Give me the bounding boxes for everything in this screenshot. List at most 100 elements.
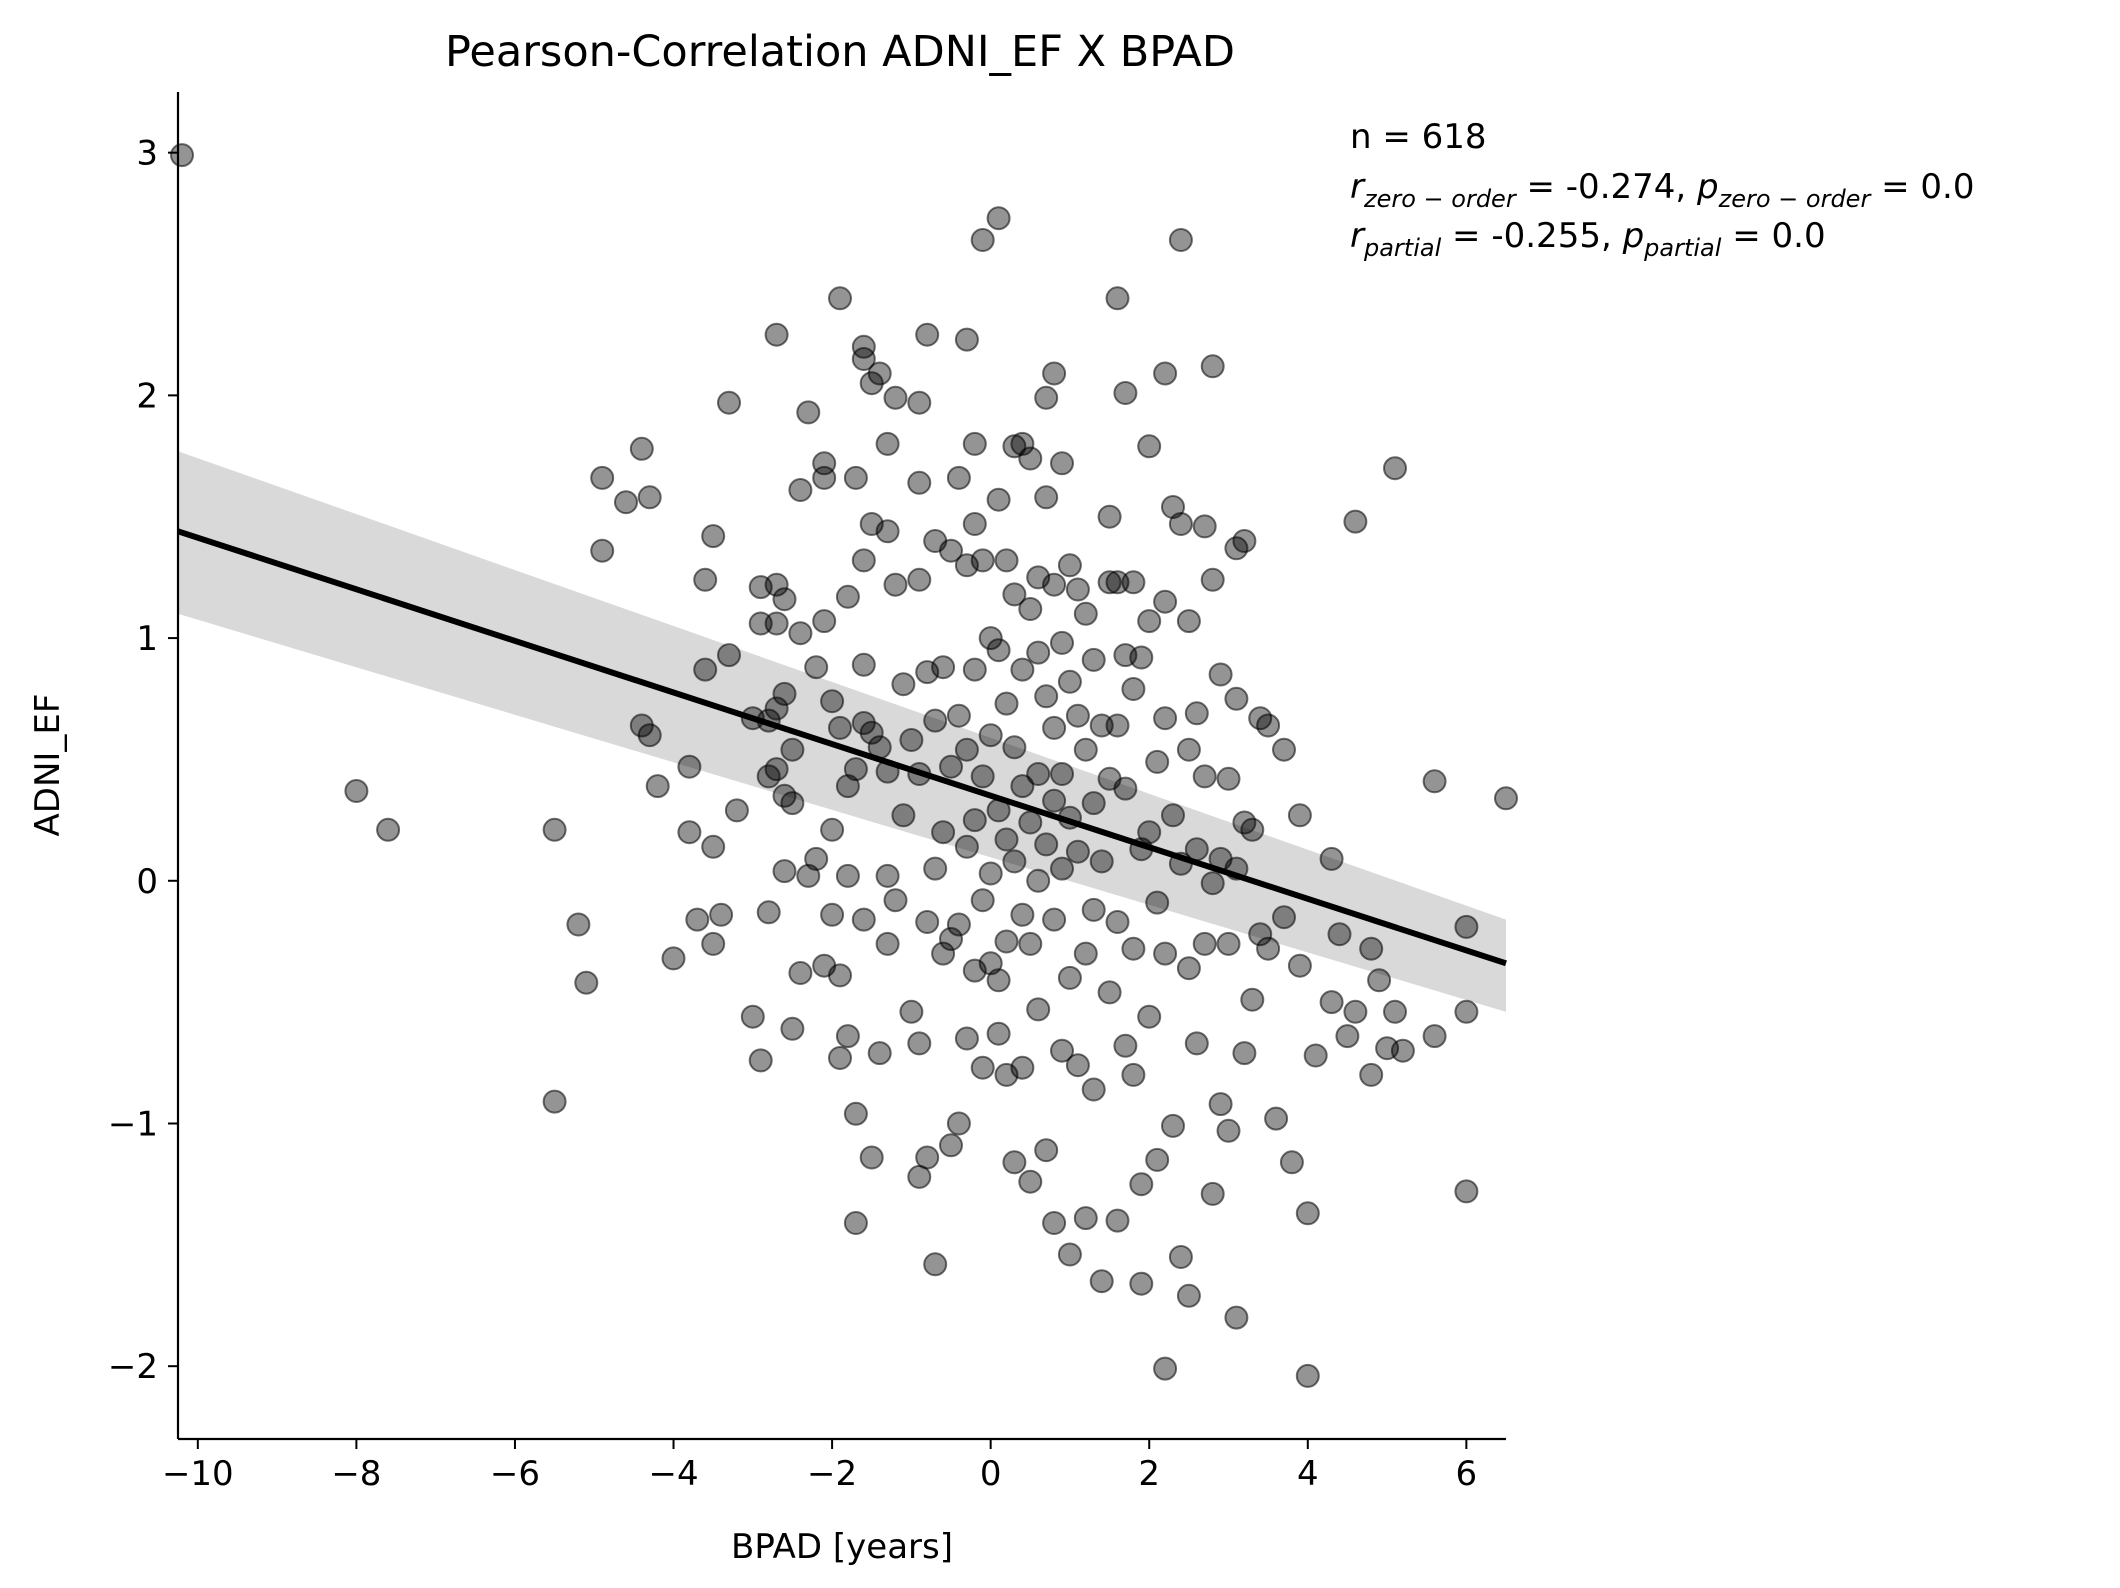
data-point xyxy=(1248,922,1273,947)
data-point xyxy=(1042,1211,1067,1235)
data-point xyxy=(1065,839,1090,864)
data-point xyxy=(701,834,726,859)
data-point xyxy=(1026,868,1051,893)
data-point xyxy=(1145,890,1170,915)
data-point xyxy=(1042,361,1067,386)
x-tick-label: −4 xyxy=(648,1454,698,1494)
data-point xyxy=(740,1004,765,1029)
data-point xyxy=(1121,677,1146,701)
data-point xyxy=(875,931,900,956)
data-point xyxy=(1319,990,1344,1015)
data-point xyxy=(780,737,805,762)
data-point xyxy=(820,689,845,714)
data-point xyxy=(1192,514,1217,539)
data-point xyxy=(867,361,892,386)
data-point xyxy=(859,720,884,745)
data-point xyxy=(875,863,900,888)
data-point xyxy=(1042,788,1067,813)
data-point xyxy=(1050,762,1074,786)
data-point xyxy=(883,888,908,913)
data-point xyxy=(1065,1053,1090,1078)
data-point xyxy=(1034,684,1059,709)
data-point xyxy=(772,587,797,612)
data-point xyxy=(1129,645,1154,670)
data-point xyxy=(1050,451,1074,476)
data-point xyxy=(1367,968,1392,993)
data-point xyxy=(1153,1356,1178,1381)
data-point xyxy=(1034,832,1059,857)
data-point xyxy=(962,808,987,833)
data-point xyxy=(637,723,662,748)
data-point xyxy=(907,390,932,415)
data-point xyxy=(843,1101,868,1126)
data-point xyxy=(1192,764,1217,789)
data-point xyxy=(875,519,900,544)
data-point xyxy=(542,1089,567,1114)
data-point xyxy=(1081,791,1106,816)
data-point xyxy=(1224,686,1249,711)
data-point xyxy=(970,888,995,913)
data-point xyxy=(1042,572,1067,597)
data-point xyxy=(1184,1031,1209,1056)
data-point xyxy=(828,963,852,988)
data-point xyxy=(645,774,670,799)
data-point xyxy=(685,907,710,932)
data-point xyxy=(1073,941,1098,966)
data-point xyxy=(1359,936,1384,961)
data-point xyxy=(923,708,948,733)
data-point xyxy=(1002,849,1027,874)
data-point xyxy=(788,621,813,646)
data-point xyxy=(1454,1179,1479,1204)
data-point xyxy=(843,1211,868,1235)
data-point xyxy=(970,1055,995,1080)
x-axis-label: BPAD [years] xyxy=(731,1527,953,1567)
data-point xyxy=(1216,1118,1241,1143)
y-tick-label: 1 xyxy=(136,619,158,659)
data-point xyxy=(1176,956,1201,981)
data-point xyxy=(1057,553,1082,578)
data-point xyxy=(780,791,805,816)
data-point xyxy=(1319,846,1344,871)
data-point xyxy=(170,143,194,168)
data-point xyxy=(1161,1113,1185,1138)
data-point xyxy=(986,206,1011,231)
data-point xyxy=(1089,1269,1114,1294)
data-point xyxy=(1097,570,1122,595)
data-point xyxy=(1073,1206,1098,1231)
data-point xyxy=(954,327,979,352)
data-point xyxy=(1272,905,1296,930)
data-point xyxy=(1287,803,1312,828)
y-axis-label: ADNI_EF xyxy=(28,694,68,837)
fit-line xyxy=(177,528,1507,967)
data-point xyxy=(1081,897,1106,922)
data-point xyxy=(1073,737,1098,762)
data-point xyxy=(1018,597,1043,621)
data-point xyxy=(907,1031,932,1056)
data-point xyxy=(1018,931,1043,956)
data-point xyxy=(677,754,702,779)
data-point xyxy=(835,1024,860,1049)
data-point xyxy=(986,487,1011,512)
data-point xyxy=(962,657,987,682)
data-point xyxy=(828,715,852,740)
data-point xyxy=(1240,817,1265,842)
data-point xyxy=(1200,567,1225,592)
data-point xyxy=(1002,735,1027,760)
data-point xyxy=(1129,1271,1154,1296)
data-point xyxy=(931,655,956,680)
data-point xyxy=(812,465,837,490)
data-point xyxy=(1240,987,1265,1012)
data-point xyxy=(1081,1077,1106,1102)
data-point xyxy=(1335,1024,1360,1049)
data-point xyxy=(1287,953,1312,978)
data-point xyxy=(835,584,860,609)
x-ticks: −10 −8 −6 −4 −2 0 2 4 6 xyxy=(162,1439,1477,1494)
data-point xyxy=(1176,737,1201,762)
data-point xyxy=(1057,1242,1082,1267)
data-point xyxy=(1153,941,1178,966)
data-point xyxy=(1010,431,1035,456)
data-point xyxy=(1161,803,1185,828)
data-point xyxy=(764,611,789,636)
y-tick-label: −2 xyxy=(108,1347,158,1387)
